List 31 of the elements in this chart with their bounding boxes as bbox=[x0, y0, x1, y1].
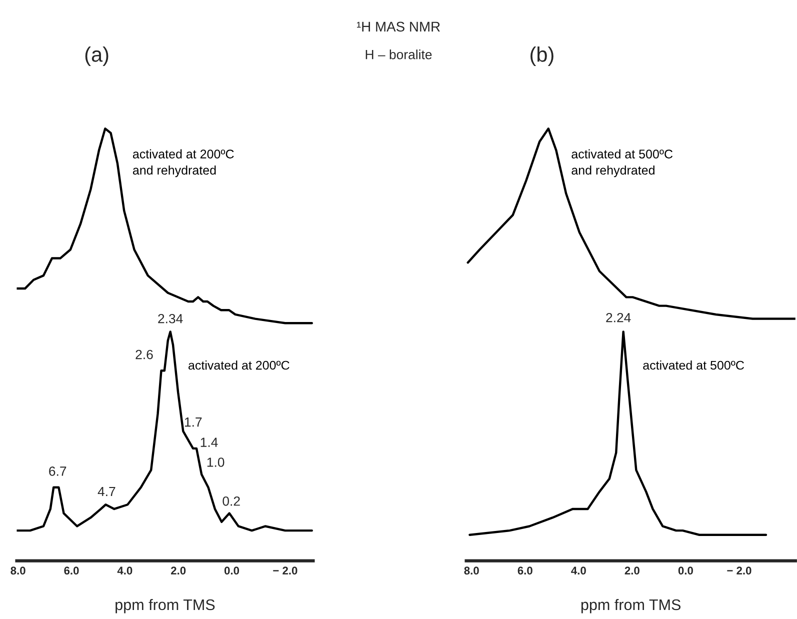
x-tick-label: 2.0 bbox=[170, 566, 186, 575]
x-tick-label: 0.0 bbox=[678, 566, 693, 575]
x-tick-label: 6.0 bbox=[518, 566, 532, 575]
annotation: 2.6 bbox=[136, 350, 153, 360]
text: ¹H MAS NMR bbox=[356, 22, 440, 32]
chart-title: (b) bbox=[530, 46, 554, 66]
series-label: activated at 500ºC and rehydrated bbox=[572, 149, 673, 178]
x-tick-label: 8.0 bbox=[464, 566, 479, 575]
text: H – boralite bbox=[366, 50, 432, 60]
chart-title: (a) bbox=[85, 46, 108, 66]
annotation: 2.24 bbox=[606, 312, 631, 322]
x-tick-label: 4.0 bbox=[571, 566, 586, 575]
annotation: 2.34 bbox=[158, 314, 183, 324]
annotation: 1.7 bbox=[184, 417, 202, 427]
annotation: 4.7 bbox=[98, 486, 116, 496]
annotation: 1.0 bbox=[207, 458, 224, 467]
series-label: activated at 200ºC and rehydrated bbox=[132, 149, 234, 178]
x-axis-title: ppm from TMS bbox=[581, 598, 680, 614]
x-tick-label: 0.0 bbox=[224, 566, 240, 575]
x-tick-label: 4.0 bbox=[117, 566, 132, 575]
x-tick-label: − 2.0 bbox=[727, 566, 752, 575]
series-label: activated at 500ºC bbox=[643, 360, 744, 370]
annotation: 0.2 bbox=[222, 496, 240, 506]
x-tick-label: 8.0 bbox=[10, 566, 26, 575]
x-tick-label: 6.0 bbox=[64, 566, 79, 575]
series-label: activated at 200ºC bbox=[188, 360, 290, 370]
annotation: 6.7 bbox=[49, 466, 66, 476]
annotation: 1.4 bbox=[200, 438, 218, 447]
x-tick-label: 2.0 bbox=[624, 566, 640, 575]
x-axis-title: ppm from TMS bbox=[116, 598, 215, 614]
x-tick-label: − 2.0 bbox=[273, 566, 298, 575]
